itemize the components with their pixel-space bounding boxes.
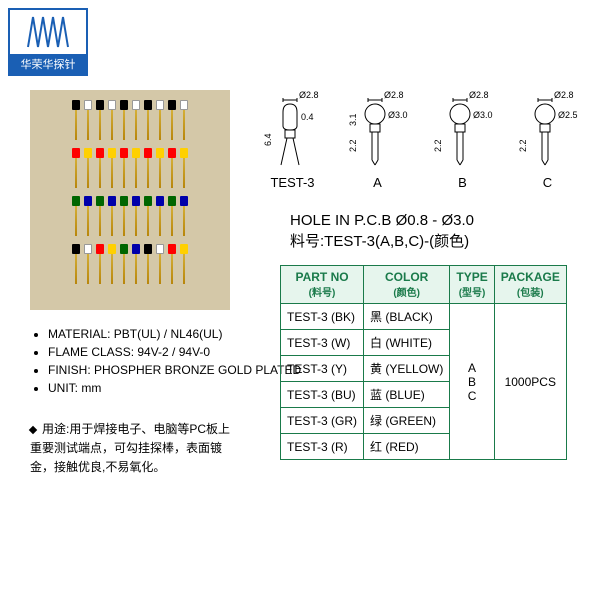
svg-text:3.1: 3.1 [348,113,358,126]
hole-line1: HOLE IN P.C.B Ø0.8 - Ø3.0 [290,210,474,231]
svg-text:Ø3.0: Ø3.0 [473,110,493,120]
logo: 华荣华探针 [8,8,88,76]
hole-text: HOLE IN P.C.B Ø0.8 - Ø3.0 料号:TEST-3(A,B,… [290,210,474,252]
usage-block: 用途:用于焊接电子、电脑等PC板上重要测试端点，可勾挂探棒，表面镀金，接触优良,… [30,420,230,478]
spec-item: UNIT: mm [48,379,301,397]
svg-text:0.4: 0.4 [301,112,314,122]
hole-line2: 料号:TEST-3(A,B,C)-(颜色) [290,231,474,252]
svg-text:Ø2.8: Ø2.8 [384,90,404,100]
logo-text: 华荣华探针 [10,54,86,74]
product-photo [30,90,230,310]
svg-text:2.2: 2.2 [518,139,528,152]
svg-text:Ø2.8: Ø2.8 [554,90,574,100]
diagram-TEST-3: Ø2.80.46.4TEST-3 [260,90,325,200]
diagram-A: Ø2.8Ø3.03.12.2A [345,90,410,200]
table-header: PACKAGE(包装) [494,266,566,304]
specs-list: MATERIAL: PBT(UL) / NL46(UL)FLAME CLASS:… [30,325,301,397]
spec-item: FINISH: PHOSPHER BRONZE GOLD PLATED [48,361,301,379]
spec-item: MATERIAL: PBT(UL) / NL46(UL) [48,325,301,343]
spec-item: FLAME CLASS: 94V-2 / 94V-0 [48,343,301,361]
table-header: COLOR(颜色) [364,266,450,304]
usage-label: 用途: [42,422,69,436]
diagram-B: Ø2.8Ø3.02.2B [430,90,495,200]
svg-text:2.2: 2.2 [348,139,358,152]
svg-text:2.2: 2.2 [433,139,443,152]
svg-text:Ø2.5: Ø2.5 [558,110,578,120]
table-header: PART NO(料号) [281,266,364,304]
svg-text:Ø2.8: Ø2.8 [469,90,489,100]
logo-icon [10,10,86,54]
svg-text:Ø2.8: Ø2.8 [299,90,319,100]
diamond-icon [29,426,37,434]
diagram-C: Ø2.8Ø2.52.2C [515,90,580,200]
svg-text:Ø3.0: Ø3.0 [388,110,408,120]
svg-text:6.4: 6.4 [263,133,273,146]
table-row: TEST-3 (BK)黑 (BLACK)A B C1000PCS [281,304,567,330]
parts-table: PART NO(料号)COLOR(颜色)TYPE(型号)PACKAGE(包装)T… [280,265,567,460]
table-header: TYPE(型号) [450,266,494,304]
diagrams: Ø2.80.46.4TEST-3Ø2.8Ø3.03.12.2AØ2.8Ø3.02… [260,90,580,200]
